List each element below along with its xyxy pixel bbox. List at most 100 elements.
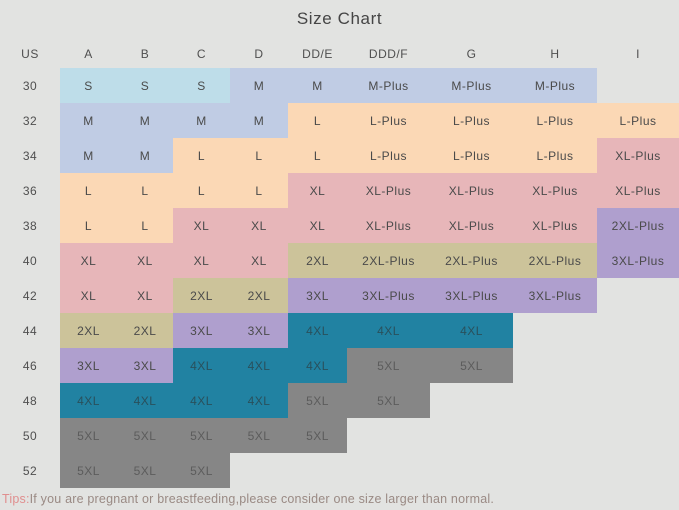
column-header-a: A [84,47,93,61]
row-label-36: 36 [22,183,38,198]
size-cell-34-d: L [230,138,288,173]
row-label-48: 48 [22,393,38,408]
row-label-38: 38 [22,218,38,233]
size-cell-42-d: 2XL [230,278,288,313]
size-cell-52-a: 5XL [60,453,117,488]
size-cell-52-ddd-f [347,453,430,488]
size-cell-44-a: 2XL [60,313,117,348]
size-cell-42-i [597,278,679,313]
row-label-46: 46 [22,358,38,373]
size-cell-50-ddd-f [347,418,430,453]
column-header-b: B [140,47,150,61]
size-cell-30-dd-e: M [288,68,347,103]
row-label-42: 42 [22,288,38,303]
size-cell-50-i [597,418,679,453]
size-cell-50-a: 5XL [60,418,117,453]
size-cell-30-a: S [60,68,117,103]
size-cell-38-i: 2XL-Plus [597,208,679,243]
size-cell-36-b: L [117,173,173,208]
size-cell-34-i: XL-Plus [597,138,679,173]
size-cell-36-ddd-f: XL-Plus [347,173,430,208]
size-cell-40-g: 2XL-Plus [430,243,513,278]
size-cell-46-i [597,348,679,383]
size-cell-46-c: 4XL [173,348,230,383]
size-cell-50-g [430,418,513,453]
size-cell-52-i [597,453,679,488]
size-cell-52-h [513,453,597,488]
size-cell-32-ddd-f: L-Plus [347,103,430,138]
size-cell-34-c: L [173,138,230,173]
row-label-32: 32 [22,113,38,128]
size-cell-46-a: 3XL [60,348,117,383]
size-cell-42-c: 2XL [173,278,230,313]
size-cell-48-h [513,383,597,418]
size-cell-40-a: XL [60,243,117,278]
size-cell-50-h [513,418,597,453]
size-cell-32-h: L-Plus [513,103,597,138]
size-cell-52-dd-e [288,453,347,488]
size-cell-32-c: M [173,103,230,138]
size-cell-52-b: 5XL [117,453,173,488]
column-header-dd-e: DD/E [302,47,333,61]
size-cell-44-b: 2XL [117,313,173,348]
size-cell-48-dd-e: 5XL [288,383,347,418]
size-cell-38-h: XL-Plus [513,208,597,243]
row-label-30: 30 [22,78,38,93]
size-cell-32-d: M [230,103,288,138]
size-cell-42-dd-e: 3XL [288,278,347,313]
size-cell-44-d: 3XL [230,313,288,348]
column-header-d: D [254,47,264,61]
size-cell-38-ddd-f: XL-Plus [347,208,430,243]
size-cell-40-b: XL [117,243,173,278]
size-cell-42-a: XL [60,278,117,313]
size-cell-38-d: XL [230,208,288,243]
size-cell-32-a: M [60,103,117,138]
size-cell-52-c: 5XL [173,453,230,488]
size-cell-40-i: 3XL-Plus [597,243,679,278]
size-cell-40-c: XL [173,243,230,278]
size-cell-46-ddd-f: 5XL [347,348,430,383]
size-cell-52-g [430,453,513,488]
size-cell-46-h [513,348,597,383]
size-cell-36-g: XL-Plus [430,173,513,208]
size-cell-30-i [597,68,679,103]
size-cell-44-h [513,313,597,348]
size-cell-46-g: 5XL [430,348,513,383]
size-cell-48-ddd-f: 5XL [347,383,430,418]
size-cell-42-h: 3XL-Plus [513,278,597,313]
size-cell-36-i: XL-Plus [597,173,679,208]
size-cell-38-dd-e: XL [288,208,347,243]
size-cell-46-d: 4XL [230,348,288,383]
size-cell-44-ddd-f: 4XL [347,313,430,348]
size-cell-44-c: 3XL [173,313,230,348]
tips-label: Tips: [2,492,30,506]
size-cell-50-dd-e: 5XL [288,418,347,453]
size-cell-36-h: XL-Plus [513,173,597,208]
size-cell-34-ddd-f: L-Plus [347,138,430,173]
column-header-g: G [466,47,477,61]
size-cell-30-g: M-Plus [430,68,513,103]
size-cell-40-dd-e: 2XL [288,243,347,278]
page-title: Size Chart [296,9,383,28]
size-cell-48-b: 4XL [117,383,173,418]
size-cell-30-c: S [173,68,230,103]
column-header-i: I [636,47,640,61]
size-cell-48-g [430,383,513,418]
size-cell-50-b: 5XL [117,418,173,453]
size-cell-40-d: XL [230,243,288,278]
size-cell-36-a: L [60,173,117,208]
size-cell-50-c: 5XL [173,418,230,453]
size-cell-48-i [597,383,679,418]
size-cell-32-b: M [117,103,173,138]
size-cell-38-a: L [60,208,117,243]
size-cell-48-a: 4XL [60,383,117,418]
column-header-us: US [21,47,39,61]
size-cell-52-d [230,453,288,488]
row-label-44: 44 [22,323,38,338]
size-cell-34-b: M [117,138,173,173]
size-cell-32-g: L-Plus [430,103,513,138]
size-cell-42-b: XL [117,278,173,313]
size-cell-42-ddd-f: 3XL-Plus [347,278,430,313]
size-cell-34-dd-e: L [288,138,347,173]
size-cell-34-g: L-Plus [430,138,513,173]
